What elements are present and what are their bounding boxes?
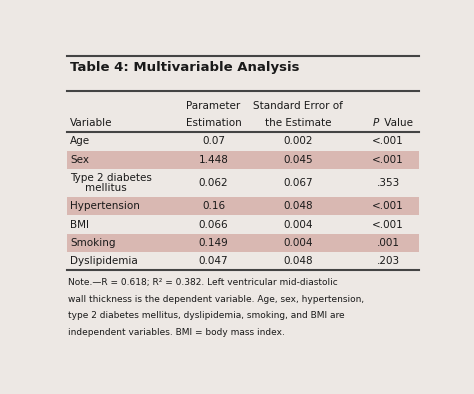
Bar [66, 197, 419, 216]
Bar [66, 216, 419, 234]
Text: 0.066: 0.066 [199, 219, 228, 230]
Text: 0.047: 0.047 [199, 256, 228, 266]
Text: independent variables. BMI = body mass index.: independent variables. BMI = body mass i… [68, 328, 285, 337]
Bar [66, 151, 419, 169]
Text: Dyslipidemia: Dyslipidemia [70, 256, 138, 266]
Text: .203: .203 [376, 256, 400, 266]
Text: 0.067: 0.067 [283, 178, 313, 188]
Text: 0.048: 0.048 [283, 201, 313, 211]
Text: Type 2 diabetes: Type 2 diabetes [70, 173, 152, 183]
Text: Sex: Sex [70, 155, 89, 165]
Text: mellitus: mellitus [85, 183, 127, 193]
Text: <.001: <.001 [372, 155, 404, 165]
Text: 0.048: 0.048 [283, 256, 313, 266]
Text: <.001: <.001 [372, 219, 404, 230]
Text: 0.149: 0.149 [199, 238, 228, 248]
Text: type 2 diabetes mellitus, dyslipidemia, smoking, and BMI are: type 2 diabetes mellitus, dyslipidemia, … [68, 311, 345, 320]
Text: BMI: BMI [70, 219, 89, 230]
Bar [66, 91, 419, 132]
Text: Age: Age [70, 136, 91, 146]
Text: Value: Value [382, 118, 413, 128]
Bar [66, 132, 419, 151]
Bar [66, 169, 419, 197]
Text: the Estimate: the Estimate [265, 118, 331, 128]
Text: <.001: <.001 [372, 201, 404, 211]
Text: P: P [373, 118, 379, 128]
Text: 1.448: 1.448 [199, 155, 228, 165]
Text: .353: .353 [376, 178, 400, 188]
Text: 0.002: 0.002 [283, 136, 313, 146]
Bar [66, 234, 419, 252]
Text: Variable: Variable [70, 118, 113, 128]
Text: 0.004: 0.004 [283, 238, 313, 248]
Text: wall thickness is the dependent variable. Age, sex, hypertension,: wall thickness is the dependent variable… [68, 295, 365, 303]
Text: Smoking: Smoking [70, 238, 116, 248]
Text: 0.16: 0.16 [202, 201, 225, 211]
Bar [66, 252, 419, 270]
Text: Standard Error of: Standard Error of [253, 101, 343, 112]
Bar [66, 56, 419, 79]
Text: Hypertension: Hypertension [70, 201, 140, 211]
Text: <.001: <.001 [372, 136, 404, 146]
Text: 0.062: 0.062 [199, 178, 228, 188]
Text: Table 4: Multivariable Analysis: Table 4: Multivariable Analysis [70, 61, 300, 74]
Text: 0.004: 0.004 [283, 219, 313, 230]
Text: 0.07: 0.07 [202, 136, 225, 146]
Text: Estimation: Estimation [186, 118, 241, 128]
Text: .001: .001 [376, 238, 400, 248]
Text: Note.—R = 0.618; R² = 0.382. Left ventricular mid-diastolic: Note.—R = 0.618; R² = 0.382. Left ventri… [68, 278, 338, 287]
Text: Parameter: Parameter [186, 101, 241, 112]
Text: 0.045: 0.045 [283, 155, 313, 165]
